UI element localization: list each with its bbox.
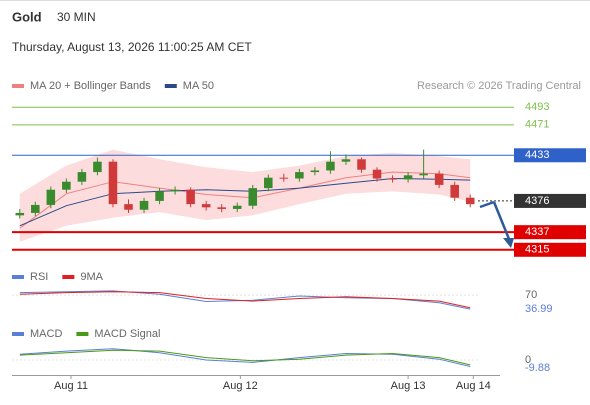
candle-body — [310, 170, 320, 173]
indicator-line — [19, 349, 471, 366]
level-label: 4376 — [525, 195, 549, 207]
candle-body — [326, 161, 335, 171]
indicator-line — [19, 291, 471, 309]
legend-label: 9MA — [80, 271, 103, 283]
x-tick-label: Aug 12 — [223, 380, 258, 392]
candle-body — [434, 173, 444, 185]
candle-body — [201, 204, 211, 208]
legend-swatch — [12, 332, 24, 336]
y-tick-label: 0 — [525, 354, 531, 366]
candle-body — [62, 181, 71, 190]
bollinger-band — [19, 149, 471, 242]
datetime: Thursday, August 13, 2026 11:00:25 AM CE… — [12, 40, 252, 54]
indicator-line — [19, 348, 471, 367]
x-tick-label: Aug 11 — [54, 380, 88, 392]
x-tick-label: Aug 14 — [456, 380, 491, 392]
current-value-label: -9.88 — [525, 362, 550, 374]
candle-body — [372, 169, 382, 179]
candle-body — [93, 161, 102, 173]
legend-swatch — [76, 332, 89, 336]
arrow-segment — [479, 200, 495, 209]
candle-body — [388, 178, 397, 180]
candle-body — [450, 184, 459, 198]
timeframe: 30 MIN — [57, 10, 96, 24]
candle-body — [124, 204, 133, 210]
legend-swatch — [62, 275, 75, 279]
candle-body — [217, 207, 226, 209]
legend-label: MA 50 — [183, 80, 214, 92]
credit: Research © 2026 Trading Central — [417, 80, 581, 92]
level-box — [514, 225, 586, 240]
legend-swatch — [12, 84, 24, 88]
candle-body — [139, 200, 149, 210]
legend-swatch — [12, 275, 24, 279]
level-label: 4493 — [525, 101, 549, 113]
candle-body — [295, 172, 304, 179]
level-box — [514, 148, 586, 163]
candle-body — [31, 204, 40, 213]
x-tick-label: Aug 13 — [391, 380, 426, 392]
candle-body — [357, 159, 366, 170]
level-label: 4337 — [525, 226, 549, 238]
arrow-head — [503, 238, 514, 248]
candle-body — [232, 205, 242, 209]
level-box — [514, 193, 586, 208]
plot: MA 20 + Bollinger Bands MA 50 4493 4471 4433… — [12, 80, 586, 392]
indicator-line — [19, 290, 471, 310]
candle-body — [155, 191, 164, 201]
candle-body — [77, 172, 87, 182]
candle-body — [419, 173, 428, 176]
level-label: 4315 — [525, 244, 549, 256]
arrow-segment — [492, 201, 511, 240]
y-tick-label: 70 — [525, 289, 537, 301]
title: Gold — [12, 9, 42, 24]
candle-body — [170, 189, 180, 192]
candle-body — [279, 177, 289, 179]
current-value-label: 36.99 — [525, 303, 553, 315]
candle-body — [248, 188, 258, 206]
candle-body — [465, 197, 475, 205]
candle-body — [46, 189, 56, 205]
legend-label: RSI — [30, 271, 48, 283]
forecast-arrow — [479, 200, 514, 248]
candle-body — [15, 212, 25, 216]
legend-label: MA 20 + Bollinger Bands — [30, 80, 151, 92]
legend-label: MACD Signal — [94, 328, 160, 340]
legend-label: MACD — [30, 328, 62, 340]
candle-body — [264, 177, 273, 189]
level-label: 4471 — [525, 119, 549, 131]
candle-body — [341, 159, 351, 162]
legend-swatch — [164, 84, 177, 88]
level-label: 4433 — [525, 149, 549, 161]
candle-body — [403, 175, 413, 180]
candle-body — [108, 161, 118, 205]
level-box — [514, 242, 586, 257]
candle-body — [186, 189, 195, 205]
